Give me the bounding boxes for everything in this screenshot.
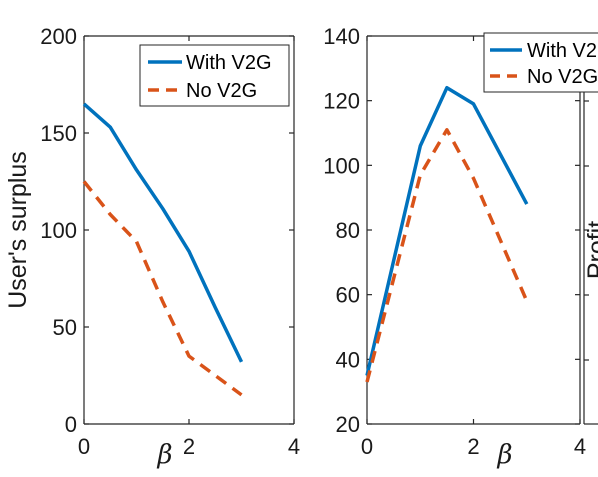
- y-tick-label: 120: [323, 89, 360, 114]
- tick-group: 20 40 60 80 100 120 140 0 2 4: [323, 24, 586, 459]
- y-tick-label: 60: [336, 283, 360, 308]
- x-axis-label: β: [156, 440, 172, 470]
- legend-box: [139, 44, 290, 107]
- legend-label-with-v2g: With V2: [527, 40, 597, 62]
- series-line-with-v2g: [365, 85, 529, 376]
- legend-box: [483, 32, 598, 93]
- legend-label-with-v2g: With V2G: [186, 52, 272, 74]
- series-group: [365, 85, 529, 383]
- y-tick-label: 150: [40, 121, 77, 146]
- x-tick-label: 4: [288, 434, 300, 459]
- x-tick-label: 4: [574, 434, 586, 459]
- legend: With V2G No V2G: [139, 44, 290, 107]
- y-tick-label: 50: [53, 315, 77, 340]
- x-tick-label: 0: [78, 434, 90, 459]
- third-panel: Profit: [583, 35, 598, 425]
- x-tick-label: 0: [361, 434, 373, 459]
- series-line-no-v2g: [82, 180, 243, 397]
- tick-group: 0 50 100 150 200 0 2 4: [40, 24, 300, 459]
- y-axis-label: Profit: [583, 221, 598, 279]
- legend: With V2 No V2G: [483, 32, 598, 93]
- y-tick-label: 80: [336, 218, 360, 243]
- series-group: [82, 102, 244, 397]
- x-axis-label: β: [496, 440, 512, 470]
- y-tick-label: 100: [40, 218, 77, 243]
- y-tick-label: 40: [336, 347, 360, 372]
- x-tick-label: 2: [467, 434, 479, 459]
- x-tick-label: 2: [183, 434, 195, 459]
- series-line-no-v2g: [365, 128, 529, 383]
- profit-panel: 20 40 60 80 100 120 140 0 2 4 β: [323, 24, 586, 470]
- y-tick-label: 140: [323, 24, 360, 49]
- legend-label-no-v2g: No V2G: [527, 66, 598, 88]
- y-tick-label: 200: [40, 24, 77, 49]
- series-line-with-v2g: [82, 102, 244, 363]
- y-tick-label: 0: [65, 412, 77, 437]
- y-tick-label: 100: [323, 153, 360, 178]
- legend-label-no-v2g: No V2G: [186, 80, 257, 102]
- surplus-panel: 0 50 100 150 200 0 2 4 User's surplus β With V2…: [4, 24, 300, 470]
- y-axis-label: User's surplus: [4, 151, 32, 309]
- y-tick-label: 20: [336, 412, 360, 437]
